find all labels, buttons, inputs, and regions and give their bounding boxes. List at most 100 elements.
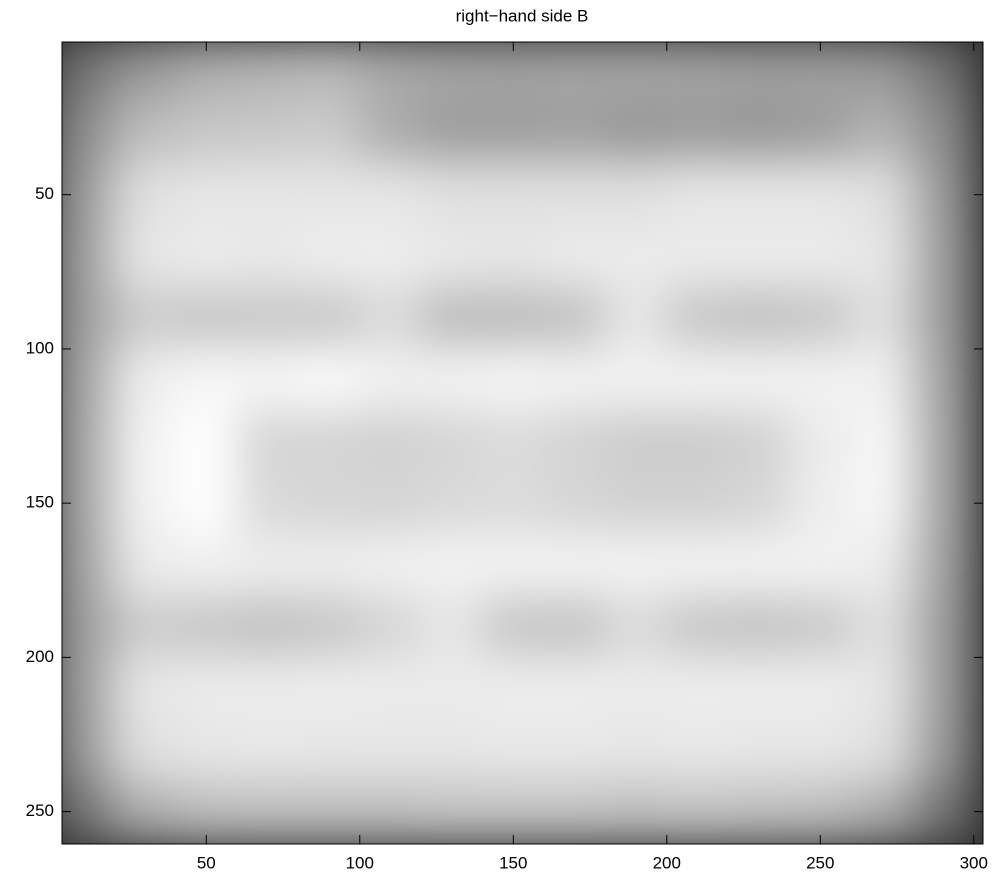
cell (789, 225, 852, 288)
cell (62, 410, 115, 473)
cell (482, 718, 545, 782)
cell (727, 225, 791, 288)
cell (113, 471, 177, 535)
cell (236, 286, 299, 350)
cell (175, 42, 238, 103)
cell (359, 718, 422, 782)
cell (175, 471, 238, 535)
cell (482, 471, 545, 535)
cell (604, 410, 668, 473)
cell (727, 471, 791, 535)
cell (666, 595, 729, 658)
cell (482, 410, 545, 473)
cell (420, 225, 484, 288)
cell (789, 780, 852, 843)
cell (175, 348, 238, 412)
cell (297, 410, 361, 473)
cell (543, 471, 606, 535)
cell (175, 410, 238, 473)
cell (113, 348, 177, 412)
cell (727, 780, 791, 843)
cell (911, 471, 975, 535)
cell (236, 163, 299, 227)
cell (543, 348, 606, 412)
y-tick-label: 50 (35, 184, 54, 203)
cell (666, 101, 729, 165)
cell (113, 101, 177, 165)
cell (727, 718, 791, 782)
image-cells (62, 42, 975, 843)
cell (113, 410, 177, 473)
cell (236, 471, 299, 535)
ticks: 50 100 150 200 250 300 50 100 150 200 250 (26, 42, 988, 872)
cell (420, 42, 484, 103)
cell (359, 101, 422, 165)
cell (604, 471, 668, 535)
cell (297, 42, 361, 103)
cell (666, 533, 729, 597)
cell (666, 42, 729, 103)
cell (666, 656, 729, 720)
cell (850, 348, 913, 412)
cell (359, 286, 422, 350)
cell (604, 656, 668, 720)
cell (113, 595, 177, 658)
cell (175, 595, 238, 658)
cell (359, 410, 422, 473)
cell (359, 780, 422, 843)
cell (543, 595, 606, 658)
cell (420, 286, 484, 350)
cell (911, 42, 975, 103)
cell (604, 225, 668, 288)
cell (543, 780, 606, 843)
cell (420, 348, 484, 412)
cell (359, 163, 422, 227)
cell (789, 410, 852, 473)
cell (482, 101, 545, 165)
cell (666, 286, 729, 350)
cell (850, 225, 913, 288)
cell (62, 718, 115, 782)
cell (359, 42, 422, 103)
cell (297, 286, 361, 350)
x-tick-label: 200 (653, 853, 681, 872)
cell (604, 163, 668, 227)
cell (482, 595, 545, 658)
cell (236, 656, 299, 720)
cell (666, 410, 729, 473)
cell (482, 163, 545, 227)
cell (236, 718, 299, 782)
cell (113, 286, 177, 350)
cell (297, 348, 361, 412)
cell (482, 286, 545, 350)
cell (789, 533, 852, 597)
cell (604, 286, 668, 350)
cell (666, 348, 729, 412)
cell (850, 780, 913, 843)
cell (789, 348, 852, 412)
cell (911, 163, 975, 227)
cell (850, 718, 913, 782)
cell (113, 533, 177, 597)
x-tick-label: 100 (346, 853, 374, 872)
cell (911, 225, 975, 288)
cell (911, 718, 975, 782)
cell (911, 286, 975, 350)
cell (359, 348, 422, 412)
cell (359, 225, 422, 288)
cell (175, 286, 238, 350)
cell (359, 533, 422, 597)
cell (911, 780, 975, 843)
x-tick-label: 300 (960, 853, 988, 872)
cell (62, 286, 115, 350)
cell (297, 718, 361, 782)
cell (236, 42, 299, 103)
cell (175, 533, 238, 597)
cell (62, 595, 115, 658)
cell (727, 595, 791, 658)
y-tick-label: 250 (26, 801, 54, 820)
cell (62, 656, 115, 720)
cell (850, 533, 913, 597)
cell (850, 656, 913, 720)
